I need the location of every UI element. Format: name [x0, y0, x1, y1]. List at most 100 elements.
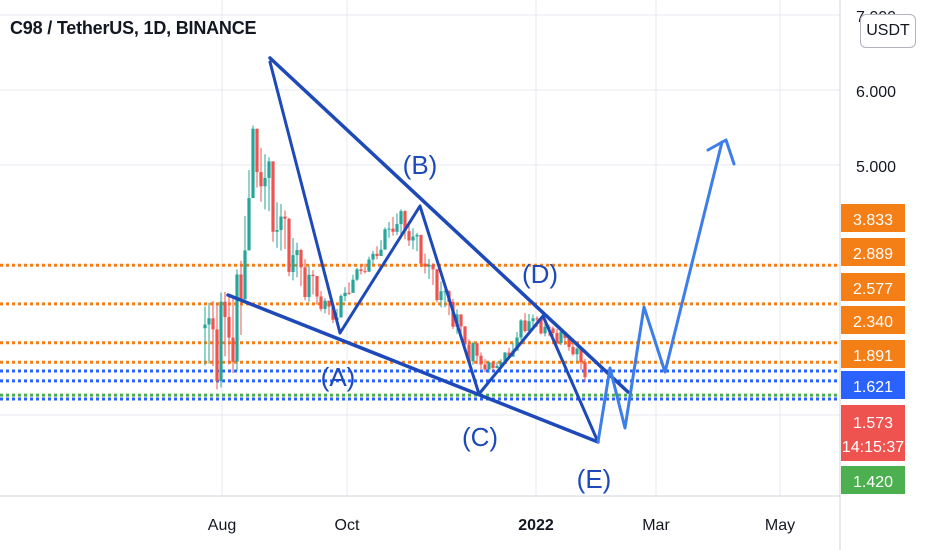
- candle-body: [443, 291, 447, 293]
- candle-body: [275, 229, 279, 232]
- candle-body: [207, 318, 211, 325]
- projection-path[interactable]: [596, 140, 724, 444]
- time-tick: May: [765, 517, 795, 534]
- candle-body: [303, 267, 307, 297]
- candle-body: [251, 128, 255, 199]
- horizontal-levels: [0, 263, 840, 401]
- candle-body: [483, 364, 487, 370]
- candle-body: [467, 344, 471, 362]
- candle-body: [223, 301, 227, 318]
- candle-body: [307, 274, 311, 297]
- candle-body: [263, 177, 267, 187]
- candle-body: [239, 274, 243, 300]
- candle-body: [519, 320, 523, 338]
- candle-body: [487, 362, 491, 370]
- badge-3833-label: 3.833: [853, 212, 893, 229]
- price-level-badges: 3.833 2.889 2.577 2.340 1.891 1.621 1.57…: [841, 204, 905, 494]
- candle-body: [315, 276, 319, 297]
- candle-body: [419, 234, 423, 264]
- candle-body: [535, 318, 539, 320]
- badge-1420-label: 1.420: [853, 474, 893, 491]
- triangle-upper-trendline[interactable]: [268, 56, 630, 394]
- candle-body: [231, 337, 235, 362]
- abcde-wave-path[interactable]: [268, 60, 600, 444]
- wave-label-e: (E): [577, 464, 612, 494]
- badge-1420-bg: [841, 466, 905, 494]
- bar-countdown: 14:15:37: [842, 439, 904, 456]
- candle-body: [427, 264, 431, 267]
- candle-body: [211, 318, 215, 330]
- candle-body: [383, 229, 387, 250]
- time-tick: Oct: [335, 517, 360, 534]
- candle-body: [271, 161, 275, 232]
- projection-arrowhead: [706, 138, 736, 166]
- candle-body: [323, 300, 327, 309]
- candle-body: [331, 306, 335, 320]
- candle-body: [491, 362, 495, 368]
- candle-body: [539, 319, 543, 334]
- candle-body: [311, 274, 315, 277]
- badge-3833-bg: [841, 204, 905, 232]
- candle-body: [507, 352, 511, 357]
- candle-body: [227, 317, 231, 338]
- candle-body: [411, 236, 415, 241]
- candle-body: [567, 338, 571, 347]
- candle-body: [515, 337, 519, 351]
- candle-body: [479, 355, 483, 365]
- wave-labels: (A) (B) (C) (D) (E): [321, 150, 612, 494]
- candle-body: [295, 250, 299, 256]
- candle-body: [299, 250, 303, 268]
- candle-body: [247, 198, 251, 251]
- candle-body: [375, 253, 379, 256]
- candle-body: [523, 320, 527, 332]
- candle-body: [531, 318, 535, 322]
- badge-1891-bg: [841, 340, 905, 368]
- time-tick: 2022: [518, 517, 554, 534]
- triangle-lower-trendline[interactable]: [226, 293, 600, 444]
- time-axis[interactable]: Aug Oct 2022 Mar May: [0, 495, 840, 534]
- candle-body: [339, 296, 343, 318]
- candle-body: [355, 269, 359, 280]
- candle-body: [235, 274, 239, 362]
- candle-body: [495, 365, 499, 368]
- badge-last-price-label: 1.573: [853, 415, 893, 432]
- candle-body: [431, 264, 435, 270]
- candle-body: [475, 343, 479, 356]
- candle-body: [371, 253, 375, 260]
- candle-body: [423, 263, 427, 267]
- candle-body: [379, 249, 383, 256]
- candle-body: [255, 128, 259, 173]
- candle-body: [219, 301, 223, 382]
- candle-body: [203, 324, 207, 329]
- candle-body: [259, 172, 263, 187]
- badge-2577-label: 2.577: [853, 281, 893, 298]
- time-tick: Mar: [642, 517, 670, 534]
- candle-body: [463, 326, 467, 345]
- wave-label-d: (D): [522, 259, 558, 289]
- candle-body: [391, 228, 395, 232]
- price-tick: 6.000: [856, 84, 896, 101]
- candle-body: [291, 255, 295, 272]
- candle-body: [319, 296, 323, 309]
- candle-body: [459, 314, 463, 327]
- candle-body: [363, 271, 367, 273]
- candle-body: [571, 346, 575, 355]
- currency-button[interactable]: USDT: [860, 14, 916, 48]
- badge-2889-label: 2.889: [853, 246, 893, 263]
- candle-body: [279, 216, 283, 230]
- candle-body: [543, 326, 547, 334]
- time-tick: Aug: [208, 517, 236, 534]
- candle-body: [403, 211, 407, 232]
- candle-body: [399, 211, 403, 225]
- candle-body: [243, 250, 247, 300]
- candle-body: [387, 228, 391, 230]
- elliott-triangle-pattern: [226, 56, 736, 444]
- candle-body: [583, 362, 587, 378]
- candle-body: [215, 329, 219, 382]
- candle-body: [327, 300, 331, 307]
- candle-body: [267, 161, 271, 178]
- badge-1891-label: 1.891: [853, 348, 893, 365]
- candle-body: [439, 291, 443, 301]
